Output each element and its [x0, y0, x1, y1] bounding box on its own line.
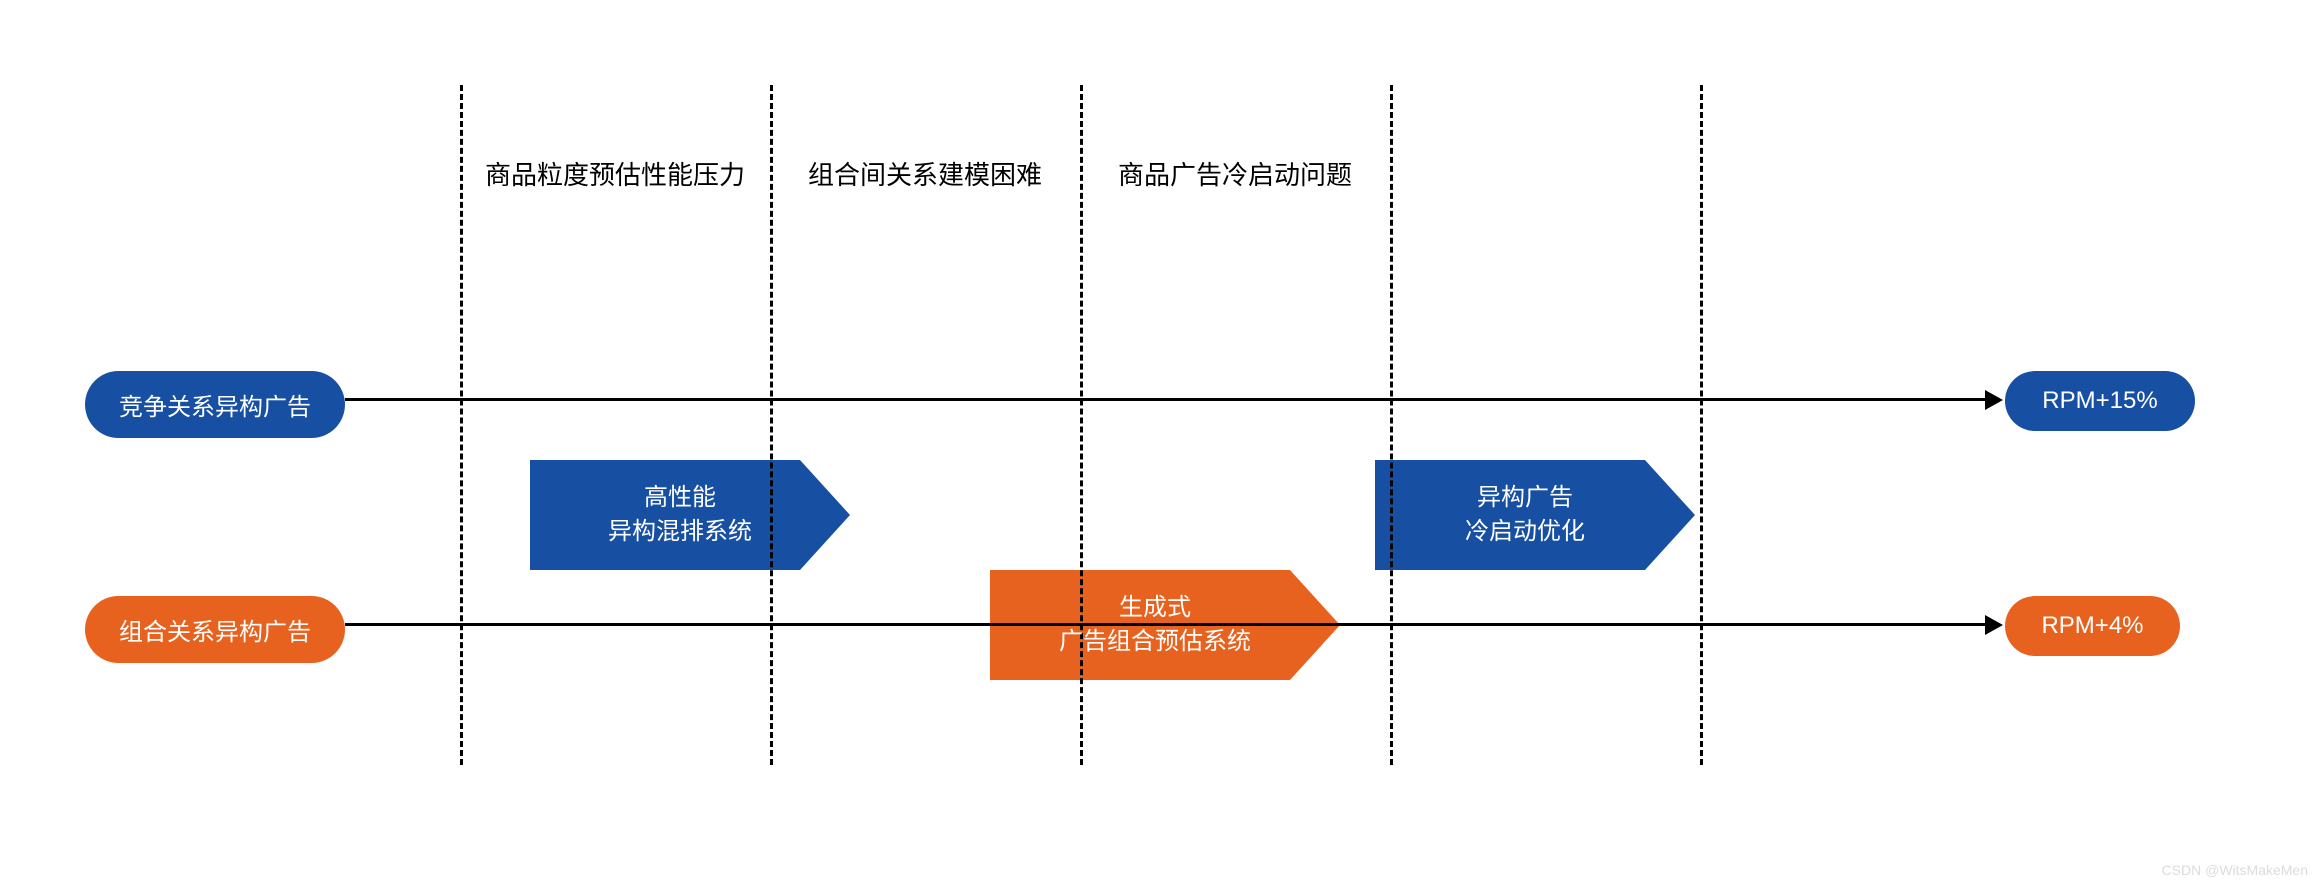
arrow-blue — [345, 398, 1985, 401]
chevron-line: 广告组合预估系统 — [1059, 625, 1251, 659]
pill-left-orange: 组合关系异构广告 — [85, 596, 345, 663]
chevron-cold-start: 异构广告 冷启动优化 — [1375, 460, 1695, 570]
column-header-1: 商品粒度预估性能压力 — [460, 155, 770, 192]
diagram-canvas: 商品粒度预估性能压力 组合间关系建模困难 商品广告冷启动问题 竞争关系异构广告 … — [0, 0, 2320, 886]
divider-5 — [1700, 85, 1703, 765]
pill-right-blue: RPM+15% — [2005, 371, 2195, 431]
chevron-line: 高性能 — [608, 481, 752, 515]
arrow-head-orange — [1985, 615, 2003, 635]
arrow-head-blue — [1985, 390, 2003, 410]
column-header-3: 商品广告冷启动问题 — [1080, 155, 1390, 192]
pill-right-orange: RPM+4% — [2005, 596, 2180, 656]
watermark: CSDN @WitsMakeMen — [2162, 862, 2308, 878]
pill-left-blue: 竞争关系异构广告 — [85, 371, 345, 438]
divider-4 — [1390, 85, 1393, 765]
chevron-line: 异构混排系统 — [608, 515, 752, 549]
chevron-line: 生成式 — [1059, 591, 1251, 625]
chevron-line: 冷启动优化 — [1465, 515, 1585, 549]
chevron-line: 异构广告 — [1465, 481, 1585, 515]
chevron-generative: 生成式 广告组合预估系统 — [990, 570, 1340, 680]
column-header-2: 组合间关系建模困难 — [770, 155, 1080, 192]
chevron-high-perf: 高性能 异构混排系统 — [530, 460, 850, 570]
